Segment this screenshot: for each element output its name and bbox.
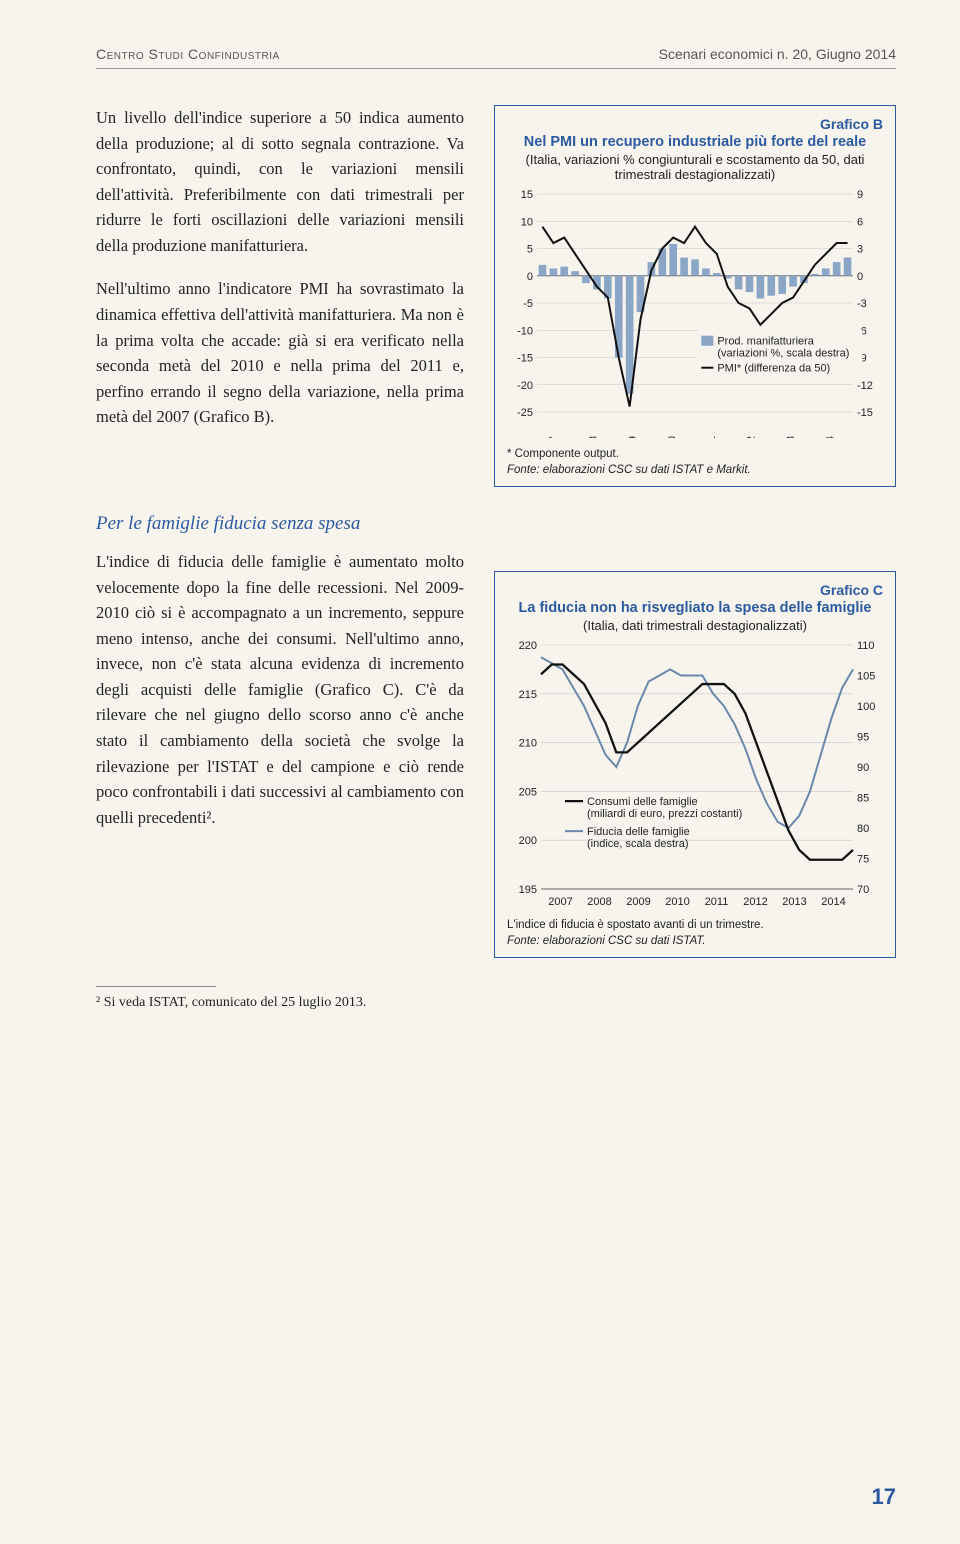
section-1: Un livello dell'indice superiore a 50 in…	[96, 105, 896, 487]
svg-text:3: 3	[857, 244, 863, 256]
svg-text:2011: 2011	[706, 436, 718, 438]
footnote-rule	[96, 986, 216, 987]
svg-text:Consumi delle famiglie: Consumi delle famiglie	[587, 796, 698, 808]
svg-text:10: 10	[521, 216, 533, 228]
col-right-2: Grafico C La fiducia non ha risvegliato …	[494, 549, 896, 958]
svg-text:-5: -5	[523, 298, 533, 310]
svg-text:2007: 2007	[548, 896, 572, 908]
svg-text:205: 205	[519, 786, 537, 798]
page-header: Centro Studi Confindustria Scenari econo…	[96, 46, 896, 69]
svg-text:Fiducia delle famiglie: Fiducia delle famiglie	[587, 826, 690, 838]
chart-c-svg: 220 215 210 205 200 195 110 105 100 95 90 85 80 75 70 2…	[507, 639, 883, 909]
svg-text:-20: -20	[517, 380, 533, 392]
chart-b-box: Grafico B Nel PMI un recupero industrial…	[494, 105, 896, 487]
footnote: ² Si veda ISTAT, comunicato del 25 lugli…	[96, 995, 896, 1011]
svg-text:PMI* (differenza da 50): PMI* (differenza da 50)	[717, 363, 830, 375]
chart-b-title: Nel PMI un recupero industriale più fort…	[507, 134, 883, 150]
svg-text:195: 195	[519, 884, 537, 896]
svg-text:5: 5	[527, 244, 533, 256]
svg-text:Prod. manifatturiera: Prod. manifatturiera	[717, 336, 814, 348]
svg-text:215: 215	[519, 689, 537, 701]
svg-text:2009: 2009	[626, 896, 650, 908]
svg-text:2009: 2009	[627, 436, 639, 438]
svg-text:2014: 2014	[821, 896, 845, 908]
para-1: Un livello dell'indice superiore a 50 in…	[96, 105, 464, 258]
svg-text:-10: -10	[517, 325, 533, 337]
svg-text:2008: 2008	[587, 896, 611, 908]
chart-b-sub: (Italia, variazioni % congiunturali e sc…	[507, 152, 883, 182]
chart-c-area: 220 215 210 205 200 195 110 105 100 95 90 85 80 75 70 2…	[507, 639, 883, 914]
svg-text:(miliardi di euro, prezzi cost: (miliardi di euro, prezzi costanti)	[587, 808, 742, 820]
svg-text:2011: 2011	[705, 896, 729, 908]
svg-text:85: 85	[857, 793, 869, 805]
svg-text:-15: -15	[517, 353, 533, 365]
svg-text:2012: 2012	[745, 436, 757, 438]
svg-text:105: 105	[857, 671, 875, 683]
col-left-1: Un livello dell'indice superiore a 50 in…	[96, 105, 464, 487]
svg-text:75: 75	[857, 854, 869, 866]
chart-c-title: La fiducia non ha risvegliato la spesa d…	[507, 600, 883, 616]
svg-text:200: 200	[519, 835, 537, 847]
svg-text:2010: 2010	[665, 896, 689, 908]
svg-text:2013: 2013	[782, 896, 806, 908]
svg-text:2007: 2007	[548, 436, 560, 438]
chart-b-note2: Fonte: elaborazioni CSC su dati ISTAT e …	[507, 464, 751, 476]
svg-text:0: 0	[527, 271, 533, 283]
svg-text:(variazioni %, scala destra): (variazioni %, scala destra)	[717, 348, 849, 360]
svg-text:110: 110	[857, 640, 875, 652]
chart-b-note1: * Componente output.	[507, 448, 619, 460]
para-3: L'indice di fiducia delle famiglie è aum…	[96, 549, 464, 830]
chart-b-svg: 1591065300-5-3-10-6-15-9-20-12-25-152007…	[507, 188, 883, 438]
svg-text:2010: 2010	[666, 436, 678, 438]
page: Centro Studi Confindustria Scenari econo…	[0, 0, 960, 1544]
svg-text:0: 0	[857, 271, 863, 283]
svg-text:2012: 2012	[743, 896, 767, 908]
svg-text:9: 9	[857, 189, 863, 201]
para-2: Nell'ultimo anno l'indicatore PMI ha sov…	[96, 276, 464, 429]
svg-text:2013: 2013	[785, 436, 797, 438]
page-number: 17	[872, 1484, 896, 1510]
svg-text:(indice, scala destra): (indice, scala destra)	[587, 838, 689, 850]
chart-c-sub: (Italia, dati trimestrali destagionalizz…	[507, 618, 883, 633]
chart-c-box: Grafico C La fiducia non ha risvegliato …	[494, 571, 896, 958]
svg-text:70: 70	[857, 884, 869, 896]
svg-text:-25: -25	[517, 407, 533, 419]
header-left: Centro Studi Confindustria	[96, 46, 280, 62]
svg-text:90: 90	[857, 762, 869, 774]
svg-text:-15: -15	[857, 407, 873, 419]
chart-b-note: * Componente output. Fonte: elaborazioni…	[507, 447, 883, 478]
svg-text:2014: 2014	[824, 436, 836, 438]
subhead: Per le famiglie fiducia senza spesa	[96, 513, 896, 535]
section-2: L'indice di fiducia delle famiglie è aum…	[96, 549, 896, 958]
svg-text:95: 95	[857, 732, 869, 744]
chart-c-label: Grafico C	[507, 582, 883, 598]
chart-c-note2: Fonte: elaborazioni CSC su dati ISTAT.	[507, 935, 706, 947]
svg-text:80: 80	[857, 823, 869, 835]
col-right-1: Grafico B Nel PMI un recupero industrial…	[494, 105, 896, 487]
svg-text:15: 15	[521, 189, 533, 201]
chart-b-area: 1591065300-5-3-10-6-15-9-20-12-25-152007…	[507, 188, 883, 443]
svg-text:220: 220	[519, 640, 537, 652]
svg-text:-12: -12	[857, 380, 873, 392]
svg-text:-3: -3	[857, 298, 867, 310]
svg-text:100: 100	[857, 701, 875, 713]
chart-b-label: Grafico B	[507, 116, 883, 132]
col-left-2: L'indice di fiducia delle famiglie è aum…	[96, 549, 464, 958]
chart-c-note1: L'indice di fiducia è spostato avanti di…	[507, 919, 764, 931]
svg-text:6: 6	[857, 216, 863, 228]
chart-c-note: L'indice di fiducia è spostato avanti di…	[507, 918, 883, 949]
svg-text:210: 210	[519, 738, 537, 750]
svg-text:2008: 2008	[587, 436, 599, 438]
header-right: Scenari economici n. 20, Giugno 2014	[659, 46, 896, 62]
